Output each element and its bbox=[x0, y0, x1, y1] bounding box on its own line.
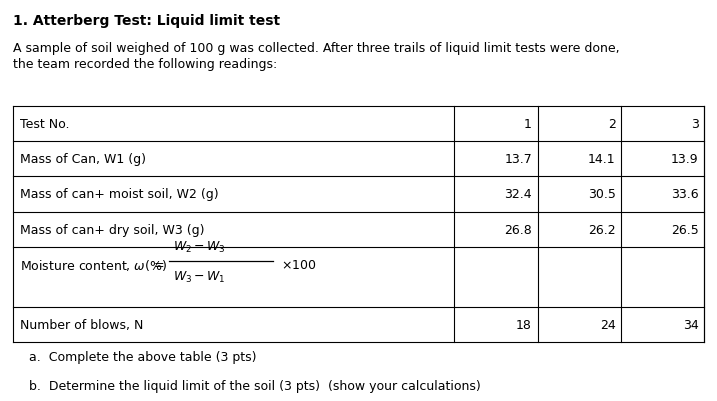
Text: $W_3-W_1$: $W_3-W_1$ bbox=[173, 269, 225, 285]
Text: Number of blows, N: Number of blows, N bbox=[20, 318, 143, 331]
Text: 24: 24 bbox=[600, 318, 616, 331]
Text: $W_2-W_3$: $W_2-W_3$ bbox=[173, 239, 225, 254]
Text: 3: 3 bbox=[690, 117, 698, 130]
Text: =: = bbox=[153, 259, 164, 272]
Text: 33.6: 33.6 bbox=[671, 188, 698, 201]
Text: A sample of soil weighed of 100 g was collected. After three trails of liquid li: A sample of soil weighed of 100 g was co… bbox=[13, 42, 619, 55]
Text: 14.1: 14.1 bbox=[588, 153, 616, 166]
Text: 32.4: 32.4 bbox=[504, 188, 532, 201]
Text: 26.5: 26.5 bbox=[671, 223, 698, 236]
Text: 30.5: 30.5 bbox=[588, 188, 616, 201]
Text: 13.7: 13.7 bbox=[504, 153, 532, 166]
Text: Test No.: Test No. bbox=[20, 117, 70, 130]
Text: Mass of can+ dry soil, W3 (g): Mass of can+ dry soil, W3 (g) bbox=[20, 223, 204, 236]
Text: a.  Complete the above table (3 pts): a. Complete the above table (3 pts) bbox=[29, 350, 256, 363]
Text: 1. Atterberg Test: Liquid limit test: 1. Atterberg Test: Liquid limit test bbox=[13, 14, 280, 28]
Text: $\times$100: $\times$100 bbox=[281, 259, 317, 272]
Text: 18: 18 bbox=[516, 318, 532, 331]
Text: 34: 34 bbox=[683, 318, 698, 331]
Text: 1: 1 bbox=[524, 117, 532, 130]
Text: 26.8: 26.8 bbox=[504, 223, 532, 236]
Text: the team recorded the following readings:: the team recorded the following readings… bbox=[13, 58, 277, 71]
Text: 13.9: 13.9 bbox=[671, 153, 698, 166]
Text: Mass of can+ moist soil, W2 (g): Mass of can+ moist soil, W2 (g) bbox=[20, 188, 219, 201]
Text: 2: 2 bbox=[608, 117, 616, 130]
Text: Moisture content, $\mathit{\omega}$(%): Moisture content, $\mathit{\omega}$(%) bbox=[20, 258, 166, 273]
Text: b.  Determine the liquid limit of the soil (3 pts)  (show your calculations): b. Determine the liquid limit of the soi… bbox=[29, 379, 480, 392]
Text: Mass of Can, W1 (g): Mass of Can, W1 (g) bbox=[20, 153, 146, 166]
Text: 26.2: 26.2 bbox=[588, 223, 616, 236]
